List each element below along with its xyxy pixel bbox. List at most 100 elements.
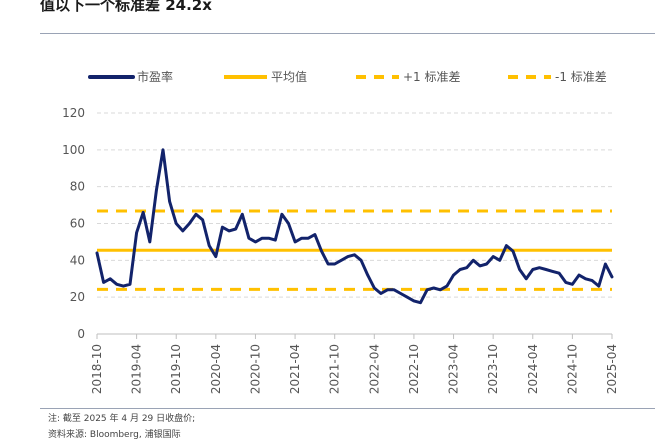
pe-point bbox=[359, 259, 363, 262]
x-axis: 2018-10 2019-04 2019-10 2020-04 2020-10 2021-… bbox=[90, 333, 619, 394]
y-tick-label: 80 bbox=[70, 180, 85, 194]
pe-point bbox=[122, 284, 125, 288]
x-tick-label: 2024-04 bbox=[526, 344, 540, 394]
pe-point bbox=[571, 283, 574, 286]
pe-point bbox=[293, 240, 297, 244]
top-divider bbox=[40, 33, 655, 34]
pe-point bbox=[604, 262, 607, 266]
note-source: 资料来源: Bloomberg, 浦银国际 bbox=[48, 430, 181, 440]
y-tick-label: 0 bbox=[77, 327, 85, 341]
x-tick-label: 2020-04 bbox=[209, 344, 223, 394]
y-tick-label: 20 bbox=[70, 290, 85, 304]
pe-point bbox=[201, 218, 204, 222]
pe-point bbox=[135, 231, 138, 234]
pe-point bbox=[221, 225, 224, 229]
x-tick-label: 2019-04 bbox=[130, 344, 144, 394]
reference-lines bbox=[97, 209, 612, 291]
pe-point bbox=[320, 249, 323, 253]
pe-point bbox=[505, 244, 508, 247]
x-tick-label: 2024-10 bbox=[565, 344, 579, 394]
pe-point bbox=[227, 229, 231, 233]
chart-title: 值以下一个标准差 24.2x bbox=[40, 0, 212, 14]
pe-point bbox=[452, 273, 455, 277]
pe-point bbox=[333, 262, 336, 266]
x-tick-label: 2021-04 bbox=[288, 344, 302, 394]
pe-point bbox=[208, 244, 211, 247]
pe-point bbox=[214, 255, 218, 258]
x-tick-label: 2022-10 bbox=[407, 344, 421, 394]
pe-point bbox=[307, 237, 310, 240]
pe-point bbox=[491, 255, 495, 258]
pe-point bbox=[425, 288, 429, 291]
pe-point bbox=[551, 270, 554, 273]
pe-point bbox=[194, 213, 198, 216]
pe-point bbox=[168, 200, 171, 203]
legend-label-plus1sd: +1 标准差 bbox=[403, 70, 461, 84]
pe-point bbox=[366, 273, 369, 277]
pe-point bbox=[524, 277, 528, 280]
pe-point bbox=[419, 301, 422, 304]
x-tick-label: 2019-10 bbox=[169, 344, 183, 394]
pe-series bbox=[95, 148, 614, 305]
pe-point bbox=[445, 284, 449, 288]
pe-point bbox=[597, 284, 600, 288]
pe-line bbox=[95, 148, 614, 305]
pe-point bbox=[406, 295, 409, 299]
pe-point bbox=[300, 237, 303, 240]
pe-point bbox=[326, 262, 330, 266]
pe-point bbox=[412, 299, 416, 303]
pe-point bbox=[280, 213, 284, 216]
x-tick-label: 2022-04 bbox=[367, 344, 381, 394]
pe-point bbox=[340, 259, 343, 262]
pe-point bbox=[472, 259, 475, 262]
pe-point bbox=[274, 238, 277, 242]
pe-point bbox=[175, 222, 178, 225]
y-tick-label: 40 bbox=[70, 253, 85, 267]
pe-point bbox=[241, 213, 244, 216]
pe-point bbox=[465, 266, 468, 269]
pe-point bbox=[399, 292, 402, 295]
pe-point bbox=[109, 277, 112, 280]
pe-point bbox=[610, 275, 614, 279]
y-tick-label: 60 bbox=[70, 217, 85, 231]
pe-point bbox=[485, 262, 488, 266]
pe-point bbox=[518, 268, 521, 271]
pe-point bbox=[267, 237, 270, 240]
note-date: 注: 截至 2025 年 4 月 29 日收盘价; bbox=[48, 414, 196, 424]
pe-point bbox=[439, 288, 442, 291]
pe-point bbox=[538, 266, 541, 269]
gridlines bbox=[97, 112, 612, 298]
pe-point bbox=[148, 240, 152, 244]
pe-point bbox=[142, 211, 145, 214]
y-tick-label: 120 bbox=[62, 106, 85, 120]
pe-point bbox=[313, 233, 317, 236]
x-tick-label: 2023-10 bbox=[486, 344, 500, 394]
pe-point bbox=[181, 229, 185, 233]
pe-point bbox=[260, 237, 264, 240]
bottom-divider bbox=[40, 408, 655, 409]
legend: 市盈率 平均值 +1 标准差 -1 标准差 bbox=[88, 69, 607, 84]
footnotes: 注: 截至 2025 年 4 月 29 日收盘价; 资料来源: Bloomber… bbox=[48, 411, 195, 443]
pe-point bbox=[386, 288, 389, 291]
pe-point bbox=[564, 281, 567, 284]
pe-point bbox=[590, 279, 594, 282]
pe-point bbox=[511, 249, 515, 253]
pe-point bbox=[247, 237, 251, 240]
legend-label-minus1sd: -1 标准差 bbox=[555, 70, 607, 84]
pe-point bbox=[353, 253, 356, 257]
pe-point bbox=[115, 283, 119, 286]
pe-point bbox=[432, 286, 435, 290]
pe-point bbox=[392, 288, 396, 291]
pe-point bbox=[373, 286, 376, 290]
pe-point bbox=[287, 222, 290, 225]
pe-point bbox=[188, 222, 191, 225]
pe-point bbox=[584, 277, 587, 280]
pe-point bbox=[102, 281, 105, 284]
pe-point bbox=[161, 148, 165, 152]
pe-point bbox=[557, 272, 561, 275]
pe-point bbox=[128, 283, 132, 286]
pe-point bbox=[577, 273, 581, 277]
pe-point bbox=[498, 259, 501, 262]
legend-label-pe: 市盈率 bbox=[137, 69, 173, 84]
pe-point bbox=[254, 240, 257, 244]
